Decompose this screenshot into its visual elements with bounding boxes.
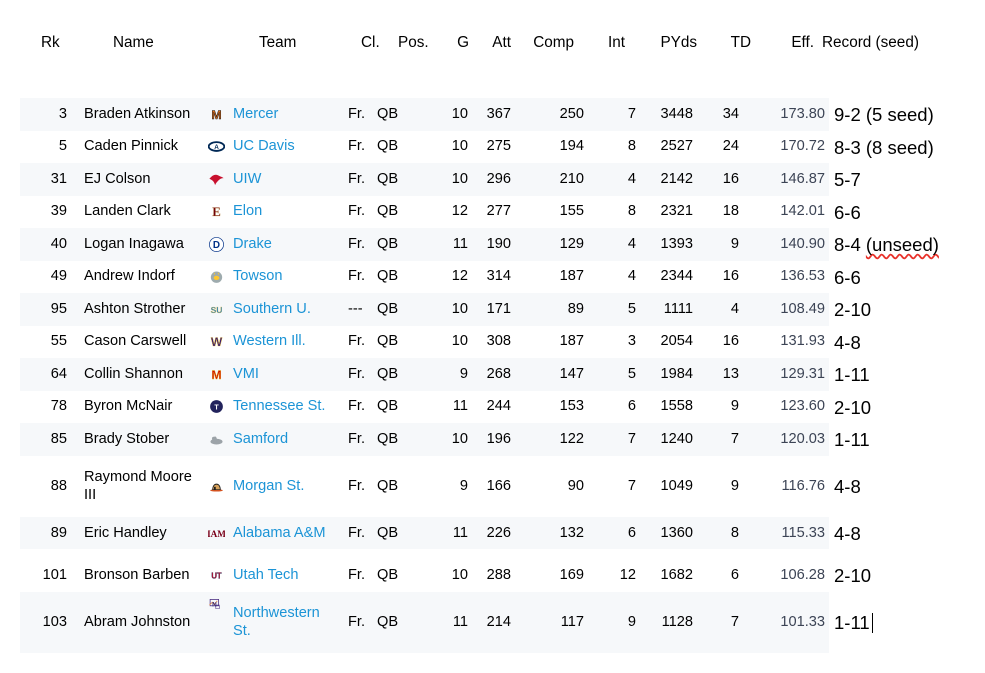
svg-text:A: A xyxy=(214,144,219,151)
svg-text:E: E xyxy=(212,205,221,219)
svg-text:IAM: IAM xyxy=(208,529,225,539)
svg-text:M: M xyxy=(211,107,221,121)
svg-text:D: D xyxy=(212,240,219,251)
svg-text:SU: SU xyxy=(210,305,222,315)
svg-text:W: W xyxy=(210,335,222,349)
svg-text:M: M xyxy=(211,367,221,381)
svg-text:T: T xyxy=(214,404,219,412)
svg-text:UT: UT xyxy=(211,571,222,580)
